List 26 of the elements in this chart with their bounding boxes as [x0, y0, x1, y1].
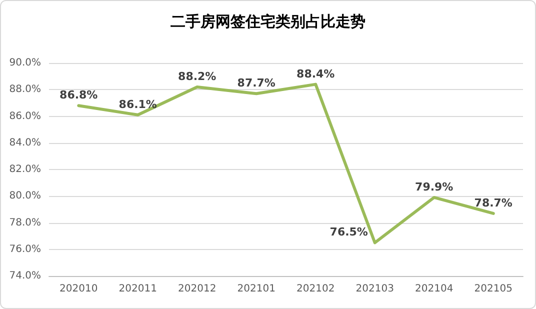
y-tick-label: 84.0%	[9, 137, 41, 148]
x-tick-label: 202105	[474, 284, 512, 294]
x-tick-label: 202012	[178, 284, 216, 294]
y-tick-label: 76.0%	[9, 244, 41, 255]
y-tick-label: 88.0%	[9, 84, 41, 96]
x-tick-label: 202104	[415, 284, 454, 294]
x-tick-label: 202010	[60, 284, 98, 294]
data-label: 86.8%	[60, 88, 98, 102]
data-label: 88.4%	[296, 67, 335, 80]
data-label: 88.2%	[178, 70, 216, 83]
y-tick-label: 74.0%	[9, 270, 41, 282]
x-tick-label: 202101	[237, 284, 276, 294]
y-tick-label: 90.0%	[9, 58, 41, 68]
data-label: 79.9%	[415, 180, 454, 194]
y-tick-label: 86.0%	[9, 110, 41, 122]
y-tick-label: 80.0%	[9, 190, 41, 202]
chart-title: 二手房网签住宅类别占比走势	[170, 12, 366, 30]
y-tick-label: 78.0%	[9, 217, 41, 228]
data-label: 76.5%	[330, 226, 368, 239]
data-label: 78.7%	[474, 196, 512, 210]
data-label: 86.1%	[118, 98, 157, 111]
x-tick-label: 202103	[356, 284, 394, 294]
x-tick-label: 202102	[296, 284, 335, 294]
data-label: 87.7%	[237, 76, 276, 90]
y-tick-label: 82.0%	[9, 164, 41, 175]
x-tick-label: 202011	[118, 284, 157, 294]
